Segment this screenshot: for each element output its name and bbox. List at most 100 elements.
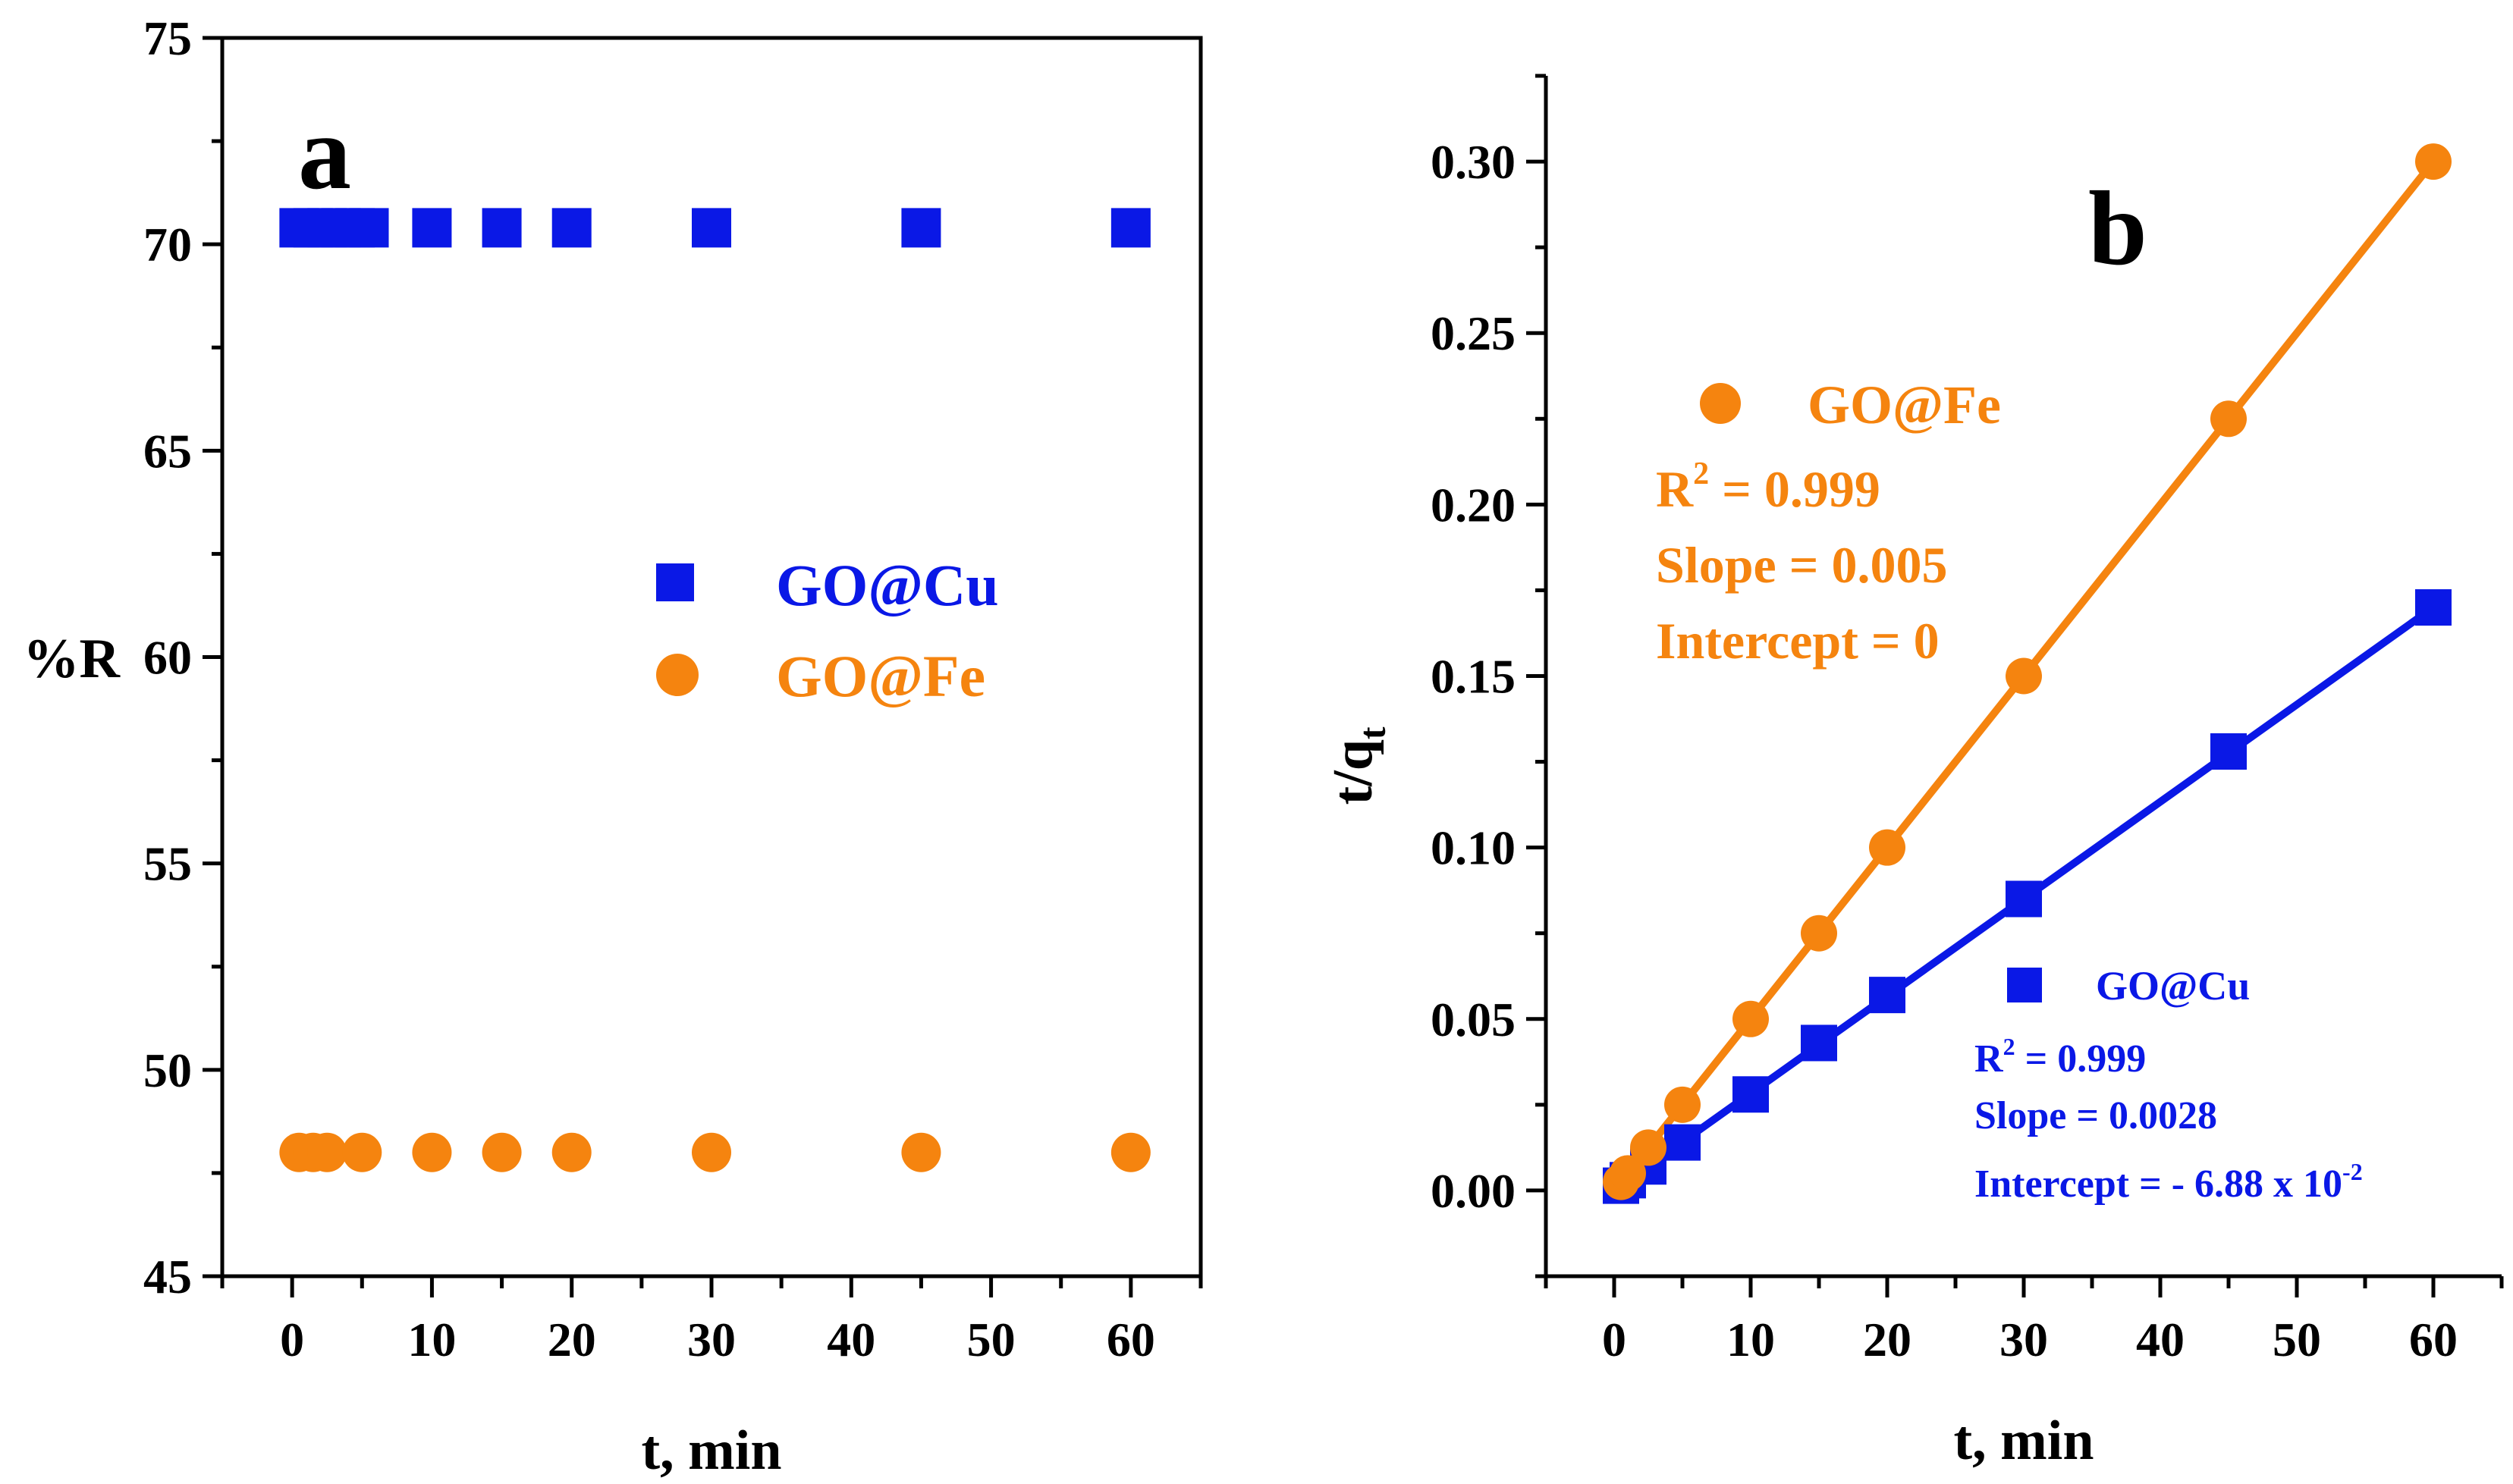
x-tick-label: 10 bbox=[1726, 1313, 1775, 1366]
annotation-gocu-intercept-prefix: Intercept = - 6.88 x 10 bbox=[1974, 1162, 2342, 1206]
gocu-data-point bbox=[412, 208, 452, 248]
gofe-data-point bbox=[1869, 829, 1905, 866]
gocu-data-point bbox=[2210, 733, 2247, 770]
gofe-data-point bbox=[342, 1132, 382, 1172]
annotation-gofe-intercept: Intercept = 0 bbox=[1656, 612, 1940, 670]
annotation-gocu-label: GO@Cu bbox=[2096, 963, 2250, 1009]
gofe-data-point bbox=[2210, 400, 2247, 438]
annotation-gocu-intercept: Intercept = - 6.88 x 10-2 bbox=[1974, 1158, 2363, 1206]
panel-a-letter: a bbox=[298, 94, 351, 212]
annotation-gofe-r2-prefix: R bbox=[1656, 460, 1694, 518]
y-tick-label: 0.10 bbox=[1431, 821, 1516, 875]
gocu-data-point bbox=[1110, 208, 1151, 248]
gocu-data-point bbox=[349, 208, 389, 248]
gocu-data-point bbox=[901, 208, 941, 248]
panel-a-x-axis-title: t, min bbox=[642, 1420, 782, 1482]
x-tick-label: 40 bbox=[827, 1313, 875, 1366]
x-tick-label: 20 bbox=[548, 1313, 596, 1366]
gofe-data-point bbox=[482, 1132, 522, 1172]
panel-a-markers bbox=[279, 208, 1151, 1172]
panel-b-y-axis-title-subscript: t bbox=[1351, 726, 1393, 739]
annotation-gocu-square-icon bbox=[2007, 968, 2042, 1002]
annotation-gocu-slope: Slope = 0.0028 bbox=[1974, 1094, 2217, 1137]
gofe-data-point bbox=[1801, 915, 1837, 952]
gofe-data-point bbox=[307, 1132, 347, 1172]
y-tick-label: 65 bbox=[143, 424, 192, 478]
gocu-data-point bbox=[1664, 1124, 1701, 1161]
y-tick-label: 75 bbox=[143, 11, 192, 65]
x-tick-label: 60 bbox=[2409, 1313, 2458, 1366]
panel-b-x-axis-title: t, min bbox=[1954, 1410, 2094, 1472]
gofe-data-point bbox=[2415, 143, 2452, 180]
annotation-gocu-r2-value: = 0.999 bbox=[2015, 1037, 2147, 1081]
gocu-data-point bbox=[1732, 1076, 1769, 1113]
x-tick-label: 60 bbox=[1107, 1313, 1155, 1366]
annotation-gofe-r2: R2 = 0.999 bbox=[1656, 456, 1880, 518]
annotation-gocu-r2-prefix: R bbox=[1974, 1037, 2004, 1081]
annotation-gofe-r2-sup: 2 bbox=[1693, 456, 1709, 491]
x-tick-label: 0 bbox=[280, 1313, 304, 1366]
x-tick-label: 50 bbox=[967, 1313, 1016, 1366]
legend-gofe-label: GO@Fe bbox=[776, 643, 985, 709]
annotation-gofe-slope: Slope = 0.005 bbox=[1656, 536, 1947, 594]
gocu-data-point bbox=[482, 208, 522, 248]
annotation-gocu-intercept-sup: -2 bbox=[2342, 1158, 2363, 1185]
y-tick-label: 0.05 bbox=[1431, 993, 1516, 1046]
x-tick-label: 10 bbox=[407, 1313, 456, 1366]
x-tick-label: 30 bbox=[1999, 1313, 2048, 1366]
gocu-data-point bbox=[2006, 880, 2042, 918]
gofe-data-point bbox=[1610, 1155, 1646, 1192]
panel-b-letter: b bbox=[2088, 170, 2147, 287]
panel-b-markers bbox=[1603, 143, 2452, 1204]
gofe-data-point bbox=[412, 1132, 452, 1172]
gofe-data-point bbox=[1664, 1086, 1701, 1123]
legend-gocu-label: GO@Cu bbox=[776, 552, 999, 618]
y-tick-label: 70 bbox=[143, 218, 192, 271]
panel-b: 0 10 20 30 40 50 60 0.00 0.05 0.10 0.15 0.20 0.25 0.3… bbox=[1322, 74, 2504, 1472]
y-tick-label: 60 bbox=[143, 631, 192, 685]
y-tick-label: 0.00 bbox=[1431, 1164, 1516, 1218]
panel-b-gofe-annotation: GO@Fe R2 = 0.999 Slope = 0.005 Intercept… bbox=[1656, 375, 2001, 670]
annotation-gocu-r2: R2 = 0.999 bbox=[1974, 1033, 2146, 1081]
panel-b-ticks: 0 10 20 30 40 50 60 0.00 0.05 0.10 0.15 0.20 0.25 0.3… bbox=[1431, 74, 2504, 1366]
panel-a-plot-frame bbox=[220, 36, 1203, 1278]
gofe-data-point bbox=[692, 1132, 731, 1172]
y-tick-label: 55 bbox=[143, 837, 192, 891]
gofe-data-point bbox=[1732, 1000, 1769, 1037]
panel-b-y-axis-title-main: t/q bbox=[1322, 739, 1384, 805]
annotation-gocu-r2-sup: 2 bbox=[2003, 1033, 2015, 1060]
panel-a-ticks: 0 10 20 30 40 50 60 45 50 55 60 65 70 75 bbox=[143, 11, 1203, 1366]
x-tick-label: 20 bbox=[1863, 1313, 1911, 1366]
y-tick-label: 0.20 bbox=[1431, 478, 1516, 532]
y-tick-label: 0.25 bbox=[1431, 306, 1516, 360]
gocu-data-point bbox=[2415, 589, 2452, 626]
gofe-data-point bbox=[551, 1132, 592, 1172]
gocu-data-point bbox=[1869, 977, 1905, 1014]
legend-gocu-square-icon bbox=[656, 563, 694, 601]
y-tick-label: 45 bbox=[143, 1250, 192, 1304]
x-tick-label: 40 bbox=[2136, 1313, 2185, 1366]
y-tick-label: 0.30 bbox=[1431, 135, 1516, 189]
y-tick-label: 0.15 bbox=[1431, 650, 1516, 704]
y-tick-label: 50 bbox=[143, 1043, 192, 1097]
legend-gofe-circle-icon bbox=[656, 654, 699, 696]
gocu-data-point bbox=[692, 208, 731, 248]
gofe-data-point bbox=[1110, 1132, 1151, 1172]
panel-a-legend: GO@Cu GO@Fe bbox=[656, 552, 999, 709]
gocu-data-point bbox=[1801, 1024, 1837, 1062]
x-tick-label: 0 bbox=[1602, 1313, 1626, 1366]
panel-b-y-axis-title: t/qt bbox=[1322, 726, 1393, 805]
panel-b-axes bbox=[1544, 76, 2502, 1278]
gocu-data-point bbox=[551, 208, 592, 248]
annotation-gofe-circle-icon bbox=[1700, 383, 1741, 424]
panel-a-y-axis-title: %R bbox=[24, 628, 121, 690]
gofe-data-point bbox=[1630, 1129, 1666, 1166]
x-tick-label: 50 bbox=[2273, 1313, 2321, 1366]
gofe-data-point bbox=[2006, 657, 2042, 695]
annotation-gofe-label: GO@Fe bbox=[1808, 375, 2001, 435]
gofe-data-point bbox=[901, 1132, 941, 1172]
annotation-gofe-r2-value: = 0.999 bbox=[1709, 460, 1880, 518]
x-tick-label: 30 bbox=[687, 1313, 736, 1366]
